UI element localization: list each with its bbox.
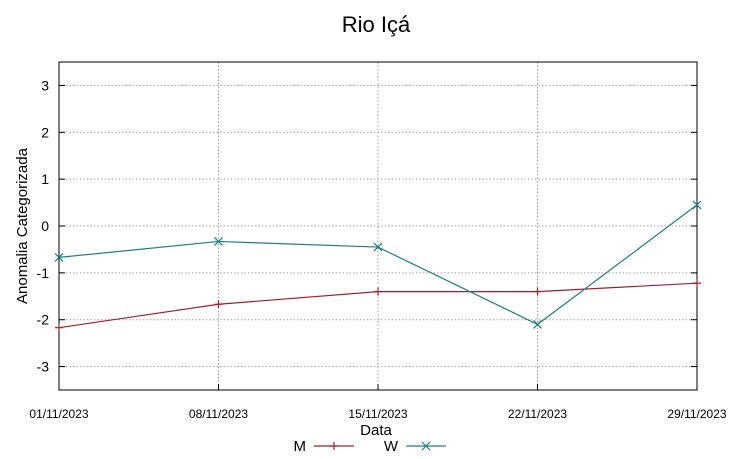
plus-marker bbox=[330, 442, 338, 450]
cross-marker bbox=[533, 319, 542, 329]
chart-title: Rio Içá bbox=[342, 12, 411, 37]
x-tick-label: 29/11/2023 bbox=[667, 407, 726, 421]
y-axis-label: Anomalia Categorizada bbox=[14, 147, 31, 304]
x-tick-label: 22/11/2023 bbox=[508, 407, 567, 421]
cross-marker bbox=[54, 252, 64, 262]
legend-label: W bbox=[384, 438, 399, 455]
series-line bbox=[58, 204, 698, 326]
x-tick-label: 08/11/2023 bbox=[189, 407, 248, 421]
cross-marker bbox=[214, 237, 223, 246]
plus-marker bbox=[533, 287, 542, 296]
plus-marker bbox=[693, 279, 701, 288]
plus-marker bbox=[55, 323, 63, 332]
y-tick-label: 3 bbox=[41, 77, 49, 93]
y-tick-label: -2 bbox=[37, 312, 50, 328]
cross-marker bbox=[692, 200, 702, 210]
y-tick-label: 1 bbox=[41, 171, 49, 187]
x-axis-label: Data bbox=[360, 422, 392, 439]
y-tick-label: 2 bbox=[41, 124, 49, 140]
x-tick-label: 15/11/2023 bbox=[348, 407, 407, 421]
x-tick-label: 01/11/2023 bbox=[29, 407, 88, 421]
legend-label: M bbox=[294, 438, 307, 455]
y-tick-label: 0 bbox=[41, 218, 49, 234]
grid bbox=[58, 62, 698, 390]
y-tick-label: -3 bbox=[37, 359, 50, 375]
legend-item-M: M bbox=[294, 438, 354, 455]
cross-marker bbox=[373, 242, 383, 252]
y-axis: -3 -2 -1 0 1 2 3 bbox=[37, 77, 697, 375]
x-axis: 01/11/2023 08/11/2023 15/11/2023 22/11/2023… bbox=[29, 384, 727, 421]
series-M bbox=[55, 279, 701, 332]
cross-marker bbox=[421, 441, 431, 451]
series-W bbox=[54, 200, 702, 329]
legend-item-W: W bbox=[384, 438, 446, 455]
plus-marker bbox=[374, 287, 382, 296]
y-tick-label: -1 bbox=[37, 265, 50, 281]
plus-marker bbox=[214, 300, 223, 309]
series-layer bbox=[54, 200, 702, 332]
